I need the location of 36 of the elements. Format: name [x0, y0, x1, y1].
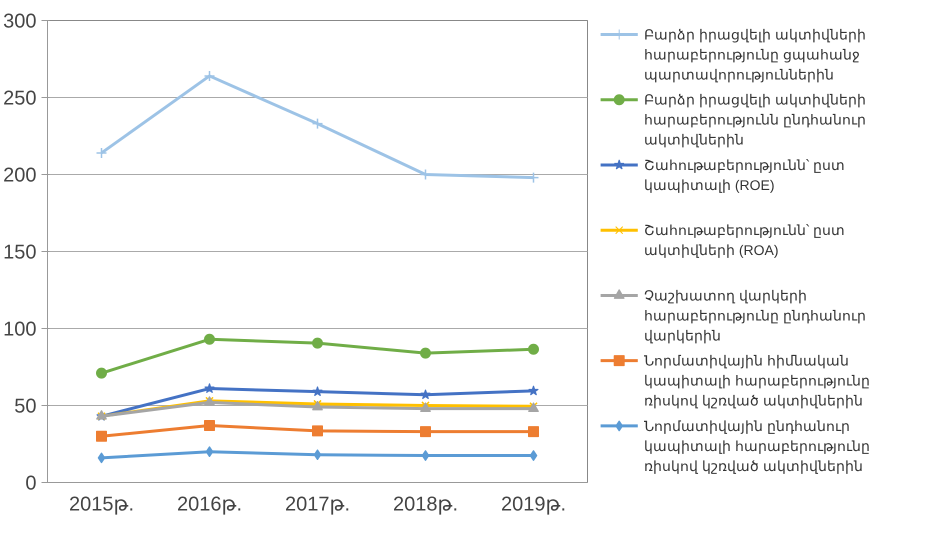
legend-label: Նորմատիվային ընդհանուր կապիտալի հարաբերությունը ռիսկով կշռված ակտիվներին — [644, 418, 870, 474]
point — [204, 70, 216, 82]
point — [204, 383, 215, 394]
point — [312, 338, 323, 349]
point — [528, 426, 539, 438]
legend-label: Չաշխատող վարկերի հարաբերությունը ընդհանուր վարկերին — [644, 287, 866, 344]
point — [420, 426, 431, 438]
point — [96, 430, 107, 442]
legend-label: Բարձր իրացվելի ակտիվների հարաբերությունը ցպահանջ պարտավորություններին — [644, 26, 866, 82]
point — [420, 389, 431, 400]
legend-label: Շահութաբերությունն՝ ըստ կապիտալի (ROE) — [644, 156, 845, 193]
point — [312, 425, 323, 436]
y-tick-label: 300 — [3, 10, 37, 32]
legend-label: Նորմատիվային հիմնական կապիտալի հարաբերությունը ռիսկով կշռված ակտիվներին — [644, 352, 870, 409]
point — [312, 386, 323, 396]
legend-label: Բարձր իրացվելի ակտիվների հարաբերությունն ընդհանուր ակտիվներին — [644, 92, 866, 148]
x-tick-label: 2017թ. — [284, 494, 350, 516]
x-tick-label: 2018թ. — [392, 494, 458, 516]
point — [204, 334, 215, 345]
y-tick-label: 50 — [14, 396, 37, 418]
point — [96, 147, 108, 159]
x-tick-label: 2015թ. — [68, 494, 134, 516]
y-tick-label: 0 — [25, 472, 36, 494]
y-tick-label: 100 — [3, 318, 37, 340]
x-tick-label: 2019թ. — [500, 494, 566, 516]
y-tick-label: 150 — [3, 242, 37, 264]
y-tick-label: 250 — [3, 88, 37, 110]
y-tick-label: 200 — [3, 164, 37, 186]
point — [420, 348, 431, 359]
point — [204, 420, 215, 432]
point — [528, 344, 539, 355]
x-tick-label: 2016թ. — [176, 494, 242, 516]
point — [528, 385, 539, 396]
legend-label: Շահութաբերությունն՝ ըստ ակտիվների (ROA) — [644, 222, 845, 258]
point — [312, 118, 324, 130]
point — [96, 368, 107, 379]
